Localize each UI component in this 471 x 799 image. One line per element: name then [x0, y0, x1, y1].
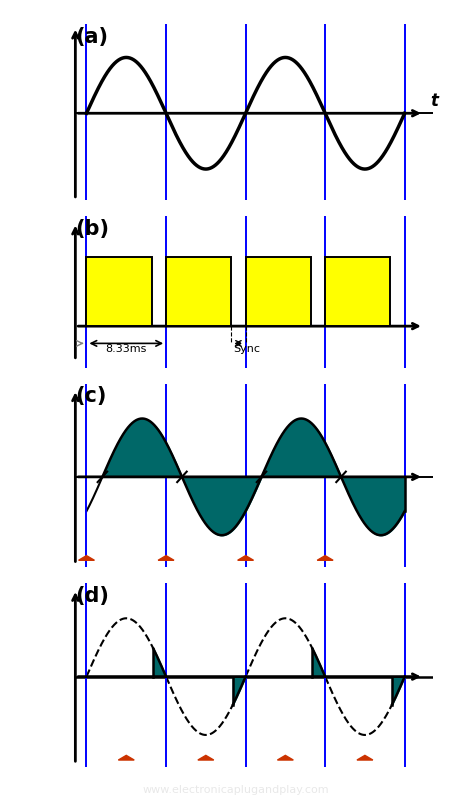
Text: 8.33ms: 8.33ms — [106, 344, 147, 354]
Text: t: t — [430, 93, 438, 110]
Polygon shape — [277, 755, 293, 760]
Polygon shape — [317, 555, 333, 560]
Text: Sync: Sync — [234, 344, 260, 354]
Text: (d): (d) — [75, 586, 109, 606]
Polygon shape — [118, 755, 134, 760]
Bar — [166, 257, 231, 326]
Bar — [325, 257, 390, 326]
Text: (c): (c) — [75, 387, 107, 407]
Polygon shape — [198, 755, 214, 760]
Text: (a): (a) — [75, 26, 108, 47]
Polygon shape — [79, 555, 95, 560]
Bar — [87, 257, 152, 326]
Polygon shape — [238, 555, 253, 560]
Text: (b): (b) — [75, 219, 109, 239]
Polygon shape — [158, 555, 174, 560]
Text: www.electronicaplugandplay.com: www.electronicaplugandplay.com — [142, 785, 329, 795]
Polygon shape — [357, 755, 373, 760]
Bar — [245, 257, 311, 326]
